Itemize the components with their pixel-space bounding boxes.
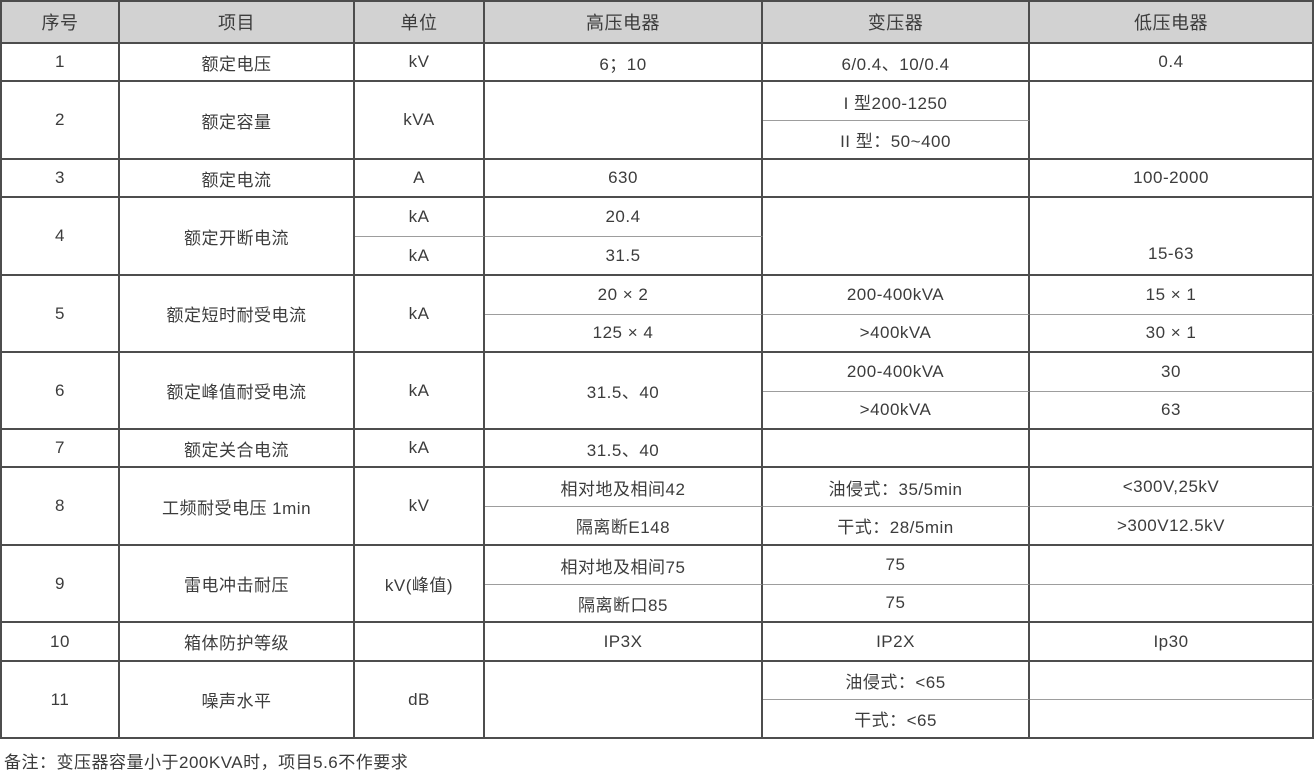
cell-r5-hv-b: 125 × 4 — [485, 315, 763, 353]
cell-r1-unit: kV — [355, 44, 485, 82]
spec-table: 序号 项目 单位 高压电器 变压器 低压电器 1 额定电压 kV 6；10 6/… — [0, 0, 1314, 739]
header-hv: 高压电器 — [485, 2, 763, 44]
cell-r8-lv-a: <300V,25kV — [1030, 468, 1314, 507]
cell-r7-unit: kA — [355, 430, 485, 468]
footer-note: 备注：变压器容量小于200KVA时，项目5.6不作要求 — [4, 753, 409, 772]
cell-r1-lv: 0.4 — [1030, 44, 1314, 82]
cell-r5-lv-a: 15 × 1 — [1030, 276, 1314, 315]
cell-r9-no: 9 — [2, 546, 120, 623]
cell-r7-lv — [1030, 430, 1314, 468]
cell-r9-lv-a — [1030, 546, 1314, 585]
cell-r4-unit-a: kA — [355, 198, 485, 237]
cell-r9-tr-a: 75 — [763, 546, 1030, 585]
cell-r9-unit: kV(峰值) — [355, 546, 485, 623]
cell-r5-tr-a: 200-400kVA — [763, 276, 1030, 315]
cell-r5-hv-a: 20 × 2 — [485, 276, 763, 315]
cell-r5-unit: kA — [355, 276, 485, 353]
cell-r2-tr-a: I 型200-1250 — [763, 82, 1030, 121]
cell-r4-item: 额定开断电流 — [120, 198, 355, 276]
cell-r11-unit: dB — [355, 662, 485, 739]
cell-r11-tr-a: 油侵式：<65 — [763, 662, 1030, 700]
cell-r6-lv-b: 63 — [1030, 392, 1314, 430]
cell-r3-no: 3 — [2, 160, 120, 198]
cell-r4-hv-b: 31.5 — [485, 237, 763, 276]
cell-r9-tr-b: 75 — [763, 585, 1030, 623]
header-unit: 单位 — [355, 2, 485, 44]
cell-r6-hv: 31.5、40 — [485, 353, 763, 430]
cell-r2-hv — [485, 82, 763, 160]
cell-r6-lv-a: 30 — [1030, 353, 1314, 392]
cell-r3-item: 额定电流 — [120, 160, 355, 198]
cell-r11-item: 噪声水平 — [120, 662, 355, 739]
cell-r11-no: 11 — [2, 662, 120, 739]
cell-r1-tr: 6/0.4、10/0.4 — [763, 44, 1030, 82]
cell-r10-unit — [355, 623, 485, 662]
cell-r3-unit: A — [355, 160, 485, 198]
cell-r10-no: 10 — [2, 623, 120, 662]
cell-r2-no: 2 — [2, 82, 120, 160]
cell-r1-item: 额定电压 — [120, 44, 355, 82]
cell-r8-lv-b: >300V12.5kV — [1030, 507, 1314, 546]
cell-r8-tr-a: 油侵式：35/5min — [763, 468, 1030, 507]
header-item: 项目 — [120, 2, 355, 44]
cell-r6-unit: kA — [355, 353, 485, 430]
cell-r6-no: 6 — [2, 353, 120, 430]
cell-r3-hv: 630 — [485, 160, 763, 198]
cell-r6-tr-b: >400kVA — [763, 392, 1030, 430]
cell-r8-unit: kV — [355, 468, 485, 546]
cell-r9-item: 雷电冲击耐压 — [120, 546, 355, 623]
cell-r11-hv — [485, 662, 763, 739]
cell-r8-hv-b: 隔离断E148 — [485, 507, 763, 546]
cell-r7-tr — [763, 430, 1030, 468]
cell-r6-item: 额定峰值耐受电流 — [120, 353, 355, 430]
cell-r10-lv: Ip30 — [1030, 623, 1314, 662]
cell-r4-unit-b: kA — [355, 237, 485, 276]
cell-r8-tr-b: 干式：28/5min — [763, 507, 1030, 546]
cell-r8-hv-a: 相对地及相间42 — [485, 468, 763, 507]
cell-r11-lv-a — [1030, 662, 1314, 700]
cell-r4-lv: 15-63 — [1030, 198, 1314, 276]
cell-r2-tr-b: II 型：50~400 — [763, 121, 1030, 160]
header-lv: 低压电器 — [1030, 2, 1314, 44]
cell-r7-no: 7 — [2, 430, 120, 468]
cell-r10-tr: IP2X — [763, 623, 1030, 662]
cell-r9-hv-a: 相对地及相间75 — [485, 546, 763, 585]
cell-r8-no: 8 — [2, 468, 120, 546]
cell-r7-hv: 31.5、40 — [485, 430, 763, 468]
cell-r5-lv-b: 30 × 1 — [1030, 315, 1314, 353]
cell-r10-hv: IP3X — [485, 623, 763, 662]
cell-r11-tr-b: 干式：<65 — [763, 700, 1030, 739]
cell-r2-unit: kVA — [355, 82, 485, 160]
cell-r1-hv: 6；10 — [485, 44, 763, 82]
cell-r5-item: 额定短时耐受电流 — [120, 276, 355, 353]
cell-r8-item: 工频耐受电压 1min — [120, 468, 355, 546]
cell-r5-no: 5 — [2, 276, 120, 353]
cell-r3-tr — [763, 160, 1030, 198]
header-seq: 序号 — [2, 2, 120, 44]
cell-r9-lv-b — [1030, 585, 1314, 623]
cell-r4-tr — [763, 198, 1030, 276]
cell-r5-tr-b: >400kVA — [763, 315, 1030, 353]
cell-r4-hv-a: 20.4 — [485, 198, 763, 237]
cell-r11-lv-b — [1030, 700, 1314, 739]
cell-r1-no: 1 — [2, 44, 120, 82]
cell-r4-no: 4 — [2, 198, 120, 276]
cell-r9-hv-b: 隔离断口85 — [485, 585, 763, 623]
cell-r2-item: 额定容量 — [120, 82, 355, 160]
cell-r6-tr-a: 200-400kVA — [763, 353, 1030, 392]
header-tr: 变压器 — [763, 2, 1030, 44]
cell-r7-item: 额定关合电流 — [120, 430, 355, 468]
cell-r2-lv — [1030, 82, 1314, 160]
cell-r10-item: 箱体防护等级 — [120, 623, 355, 662]
cell-r3-lv: 100-2000 — [1030, 160, 1314, 198]
